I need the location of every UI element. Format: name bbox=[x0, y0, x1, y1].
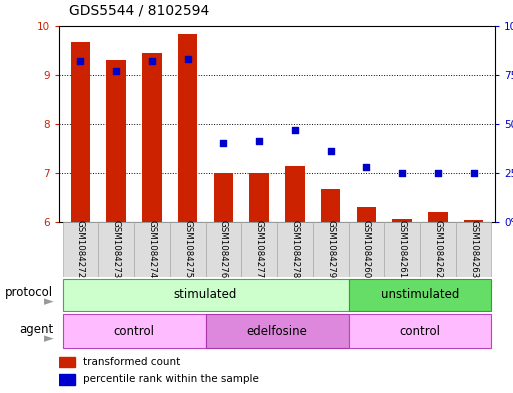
Text: ►: ► bbox=[44, 332, 53, 345]
Point bbox=[255, 138, 263, 145]
Bar bbox=[392, 219, 412, 222]
Text: GSM1084273: GSM1084273 bbox=[112, 220, 121, 279]
Point bbox=[362, 164, 370, 170]
Point bbox=[148, 58, 156, 64]
Text: agent: agent bbox=[19, 323, 53, 336]
Bar bbox=[178, 34, 198, 222]
Bar bbox=[357, 208, 376, 222]
Text: protocol: protocol bbox=[5, 286, 53, 299]
Point bbox=[219, 140, 227, 147]
Bar bbox=[71, 42, 90, 222]
Text: GSM1084261: GSM1084261 bbox=[398, 220, 407, 279]
Bar bbox=[428, 212, 448, 222]
Text: control: control bbox=[113, 325, 154, 338]
Bar bbox=[63, 222, 98, 277]
Bar bbox=[348, 314, 491, 348]
Bar bbox=[313, 222, 348, 277]
Text: ►: ► bbox=[44, 295, 53, 309]
Bar bbox=[142, 53, 162, 222]
Text: transformed count: transformed count bbox=[84, 357, 181, 367]
Bar bbox=[348, 222, 384, 277]
Text: percentile rank within the sample: percentile rank within the sample bbox=[84, 375, 259, 384]
Point bbox=[184, 56, 192, 62]
Point bbox=[112, 68, 120, 74]
Text: GSM1084262: GSM1084262 bbox=[433, 220, 442, 279]
Bar bbox=[249, 173, 269, 222]
Text: GSM1084276: GSM1084276 bbox=[219, 220, 228, 279]
Bar bbox=[348, 279, 491, 310]
Point bbox=[327, 148, 335, 154]
Bar bbox=[321, 189, 341, 222]
Text: control: control bbox=[400, 325, 441, 338]
Bar bbox=[206, 314, 348, 348]
Bar bbox=[241, 222, 277, 277]
Point bbox=[398, 170, 406, 176]
Bar bbox=[206, 222, 241, 277]
Bar bbox=[63, 314, 206, 348]
Bar bbox=[420, 222, 456, 277]
Text: unstimulated: unstimulated bbox=[381, 288, 459, 301]
Bar bbox=[63, 279, 348, 310]
Bar bbox=[277, 222, 313, 277]
Bar bbox=[98, 222, 134, 277]
Text: GSM1084279: GSM1084279 bbox=[326, 220, 335, 279]
Bar bbox=[384, 222, 420, 277]
Bar bbox=[59, 357, 75, 367]
Bar bbox=[285, 165, 305, 222]
Bar bbox=[213, 173, 233, 222]
Bar bbox=[134, 222, 170, 277]
Point bbox=[291, 127, 299, 133]
Bar bbox=[464, 220, 483, 222]
Text: GSM1084278: GSM1084278 bbox=[290, 220, 300, 279]
Point bbox=[76, 58, 85, 64]
Text: GDS5544 / 8102594: GDS5544 / 8102594 bbox=[69, 4, 209, 18]
Text: GSM1084263: GSM1084263 bbox=[469, 220, 478, 279]
Point bbox=[469, 170, 478, 176]
Text: GSM1084275: GSM1084275 bbox=[183, 220, 192, 279]
Text: stimulated: stimulated bbox=[174, 288, 237, 301]
Text: edelfosine: edelfosine bbox=[247, 325, 307, 338]
Text: GSM1084274: GSM1084274 bbox=[147, 220, 156, 279]
Point bbox=[434, 170, 442, 176]
Text: GSM1084272: GSM1084272 bbox=[76, 220, 85, 279]
Bar bbox=[106, 60, 126, 222]
Bar bbox=[170, 222, 206, 277]
Text: GSM1084260: GSM1084260 bbox=[362, 220, 371, 279]
Bar bbox=[456, 222, 491, 277]
Bar bbox=[59, 374, 75, 385]
Text: GSM1084277: GSM1084277 bbox=[254, 220, 264, 279]
